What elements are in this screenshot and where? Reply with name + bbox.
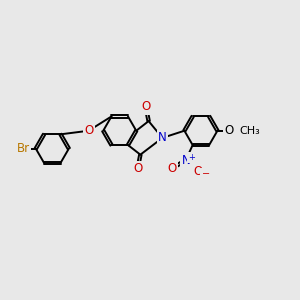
Text: +: + [188, 153, 195, 162]
Text: Br: Br [17, 142, 30, 155]
Text: O: O [194, 165, 203, 178]
Text: O: O [167, 162, 177, 175]
Text: CH₃: CH₃ [239, 126, 260, 136]
Text: O: O [84, 124, 93, 137]
Text: N: N [158, 131, 167, 144]
Text: −: − [202, 169, 210, 179]
Text: N: N [182, 154, 190, 167]
Text: O: O [133, 163, 142, 176]
Text: O: O [141, 100, 151, 113]
Text: O: O [224, 124, 234, 137]
